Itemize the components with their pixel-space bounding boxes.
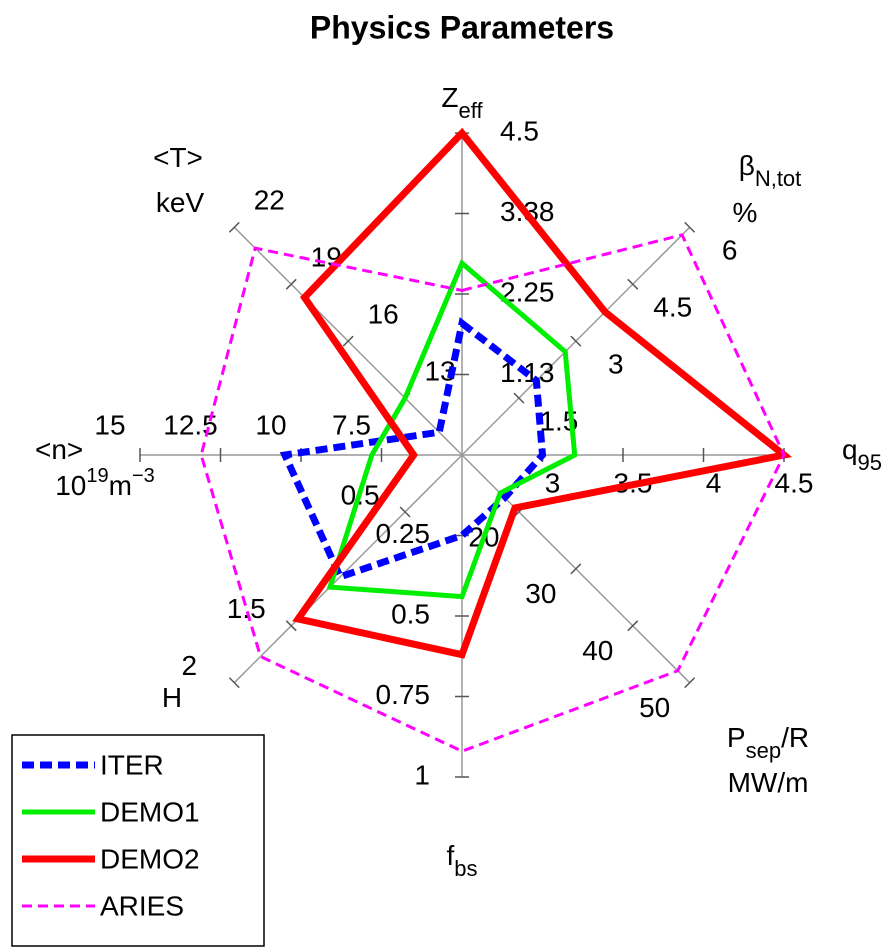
tick-label: 10 (255, 409, 286, 440)
axis-label-part: <T> (153, 142, 203, 173)
tick-label: 4.5 (653, 292, 692, 323)
tick-mark (399, 506, 411, 518)
legend-label: ARIES (100, 890, 184, 921)
legend-box (11, 734, 265, 947)
axis-label-part: 10 (55, 470, 86, 501)
axis-label-part: bs (454, 856, 477, 881)
axis-label: keV (156, 187, 205, 218)
axis-label-part: f (446, 840, 454, 871)
tick-label: 0.75 (376, 679, 431, 710)
tick-label: 7.5 (332, 409, 371, 440)
axis-label-part: −3 (132, 465, 155, 487)
axis-label: q95 (842, 434, 882, 475)
tick-mark (513, 392, 525, 404)
tick-label: 2 (182, 650, 198, 681)
tick-mark (570, 563, 582, 575)
tick-label: 12.5 (163, 409, 218, 440)
axis-label-part: β (739, 150, 755, 181)
tick-label: 15 (94, 409, 125, 440)
tick-label: 16 (368, 299, 399, 330)
axis-label-part: m (109, 470, 132, 501)
axis-label-part: sep (746, 738, 781, 763)
legend-label: ITER (100, 749, 164, 780)
chart-title: Physics Parameters (310, 9, 614, 45)
axis-label: βN,tot (739, 150, 802, 191)
axis-label: Psep/R (727, 722, 809, 763)
tick-mark (627, 620, 639, 632)
legend: ITER DEMO1 DEMO2 ARIES (11, 734, 265, 947)
tick-label: 40 (582, 635, 613, 666)
tick-label: 6 (722, 235, 738, 266)
axis-label-part: keV (156, 187, 205, 218)
axis-label: fbs (446, 840, 477, 881)
axis-label: 1019m−3 (55, 465, 155, 501)
tick-label: 50 (639, 692, 670, 723)
axis-line (233, 454, 463, 684)
axis-label-part: 19 (86, 465, 108, 487)
axis-label-part: Z (441, 82, 458, 113)
tick-mark (285, 620, 297, 632)
axis-label-part: 95 (858, 450, 882, 475)
axis-label: % (733, 197, 758, 228)
legend-label: DEMO2 (100, 843, 200, 874)
series-line (326, 259, 578, 600)
tick-label: 0.25 (376, 518, 431, 549)
axis-label-part: % (733, 197, 758, 228)
tick-label: 0.5 (391, 598, 430, 629)
axis-label-part: P (727, 722, 746, 753)
tick-label: 4.5 (500, 115, 539, 146)
series-line (279, 317, 547, 582)
legend-label: DEMO1 (100, 796, 200, 827)
axis-label: <T> (153, 142, 203, 173)
series-line (292, 127, 793, 659)
axis-label: MW/m (728, 767, 809, 798)
axis-label-part: q (842, 434, 858, 465)
tick-mark (684, 221, 696, 233)
axes (139, 132, 785, 778)
axis-label-part: N,tot (755, 166, 801, 191)
tick-label: 3 (545, 467, 561, 498)
series-line (199, 233, 786, 753)
axis-label-part: MW/m (728, 767, 809, 798)
axis-label-part: eff (459, 98, 484, 123)
axis-label-part: <n> (35, 434, 83, 465)
tick-mark (228, 221, 240, 233)
tick-mark (285, 278, 297, 290)
tick-mark (684, 677, 696, 689)
axis-label-part: /R (781, 722, 809, 753)
tick-mark (228, 677, 240, 689)
tick-mark (627, 278, 639, 290)
tick-label: 1.5 (227, 593, 266, 624)
tick-label: 4 (706, 467, 722, 498)
axis-label-part: H (162, 682, 182, 713)
tick-label: 30 (525, 578, 556, 609)
tick-mark (570, 335, 582, 347)
tick-label: 22 (254, 185, 285, 216)
tick-label: 1 (414, 759, 430, 790)
axis-label: <n> (35, 434, 83, 465)
axis-label: H (162, 682, 182, 713)
tick-label: 4.5 (775, 467, 814, 498)
tick-label: 3 (608, 349, 624, 380)
axis-label: Zeff (441, 82, 483, 123)
tick-mark (342, 335, 354, 347)
